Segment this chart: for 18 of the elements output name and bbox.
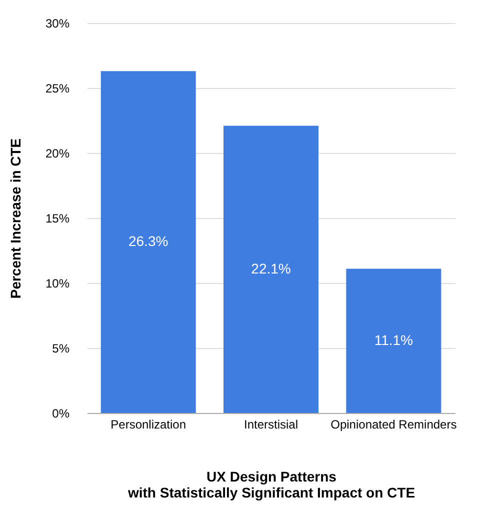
y-axis-title: Percent Increase in CTE	[7, 138, 24, 299]
y-tick-label: 0%	[52, 406, 70, 420]
bar	[346, 268, 442, 413]
y-tick-label: 30%	[45, 16, 70, 30]
x-tick-label: Interstisial	[244, 418, 298, 432]
y-tick-label: 10%	[45, 276, 70, 290]
data-label: 22.1%	[251, 260, 291, 276]
data-label: 11.1%	[374, 332, 414, 348]
y-tick-label: 20%	[45, 146, 70, 160]
y-tick-label: 5%	[52, 342, 70, 356]
x-tick-label: Opinionated Reminders	[330, 418, 457, 432]
bar	[100, 71, 196, 413]
x-tick-label: Personlization	[110, 418, 186, 432]
y-tick-label: 25%	[45, 82, 70, 96]
y-tick-label: 15%	[45, 212, 70, 226]
bar	[224, 126, 318, 413]
data-label: 26.3%	[128, 233, 168, 250]
x-axis-title: UX Design Patterns with Statistically Significant Impact on CTE	[126, 468, 416, 500]
